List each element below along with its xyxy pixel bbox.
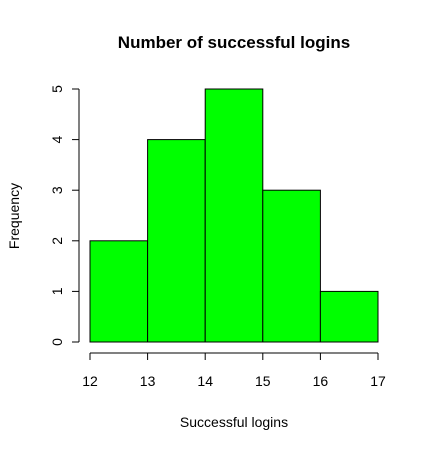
y-axis: 0 1 2 3 4 5 [49, 85, 80, 346]
bars-group [89, 88, 379, 343]
x-tick-label-15: 15 [255, 373, 271, 389]
x-tick-label-14: 14 [197, 373, 213, 389]
histogram-bar-15-16 [262, 189, 321, 343]
x-tick-label-16: 16 [313, 373, 329, 389]
y-tick-label-0: 0 [49, 338, 65, 346]
y-tick-label-4: 4 [49, 135, 65, 143]
x-tick-label-12: 12 [82, 373, 98, 389]
x-axis-label: Successful logins [180, 414, 288, 430]
chart-title: Number of successful logins [118, 33, 350, 52]
histogram-bar-12-13 [89, 240, 149, 343]
histogram-bar-13-14 [147, 139, 206, 343]
x-tick-label-17: 17 [370, 373, 386, 389]
y-axis-label: Frequency [6, 183, 22, 249]
y-tick-label-3: 3 [49, 186, 65, 194]
histogram-bar-16-17 [319, 290, 379, 343]
x-tick-label-13: 13 [140, 373, 156, 389]
x-axis: 12 13 14 15 16 17 [82, 352, 386, 389]
y-tick-label-1: 1 [49, 287, 65, 295]
y-tick-label-2: 2 [49, 237, 65, 245]
histogram-bar-14-15 [204, 88, 264, 343]
y-tick-label-5: 5 [49, 85, 65, 93]
